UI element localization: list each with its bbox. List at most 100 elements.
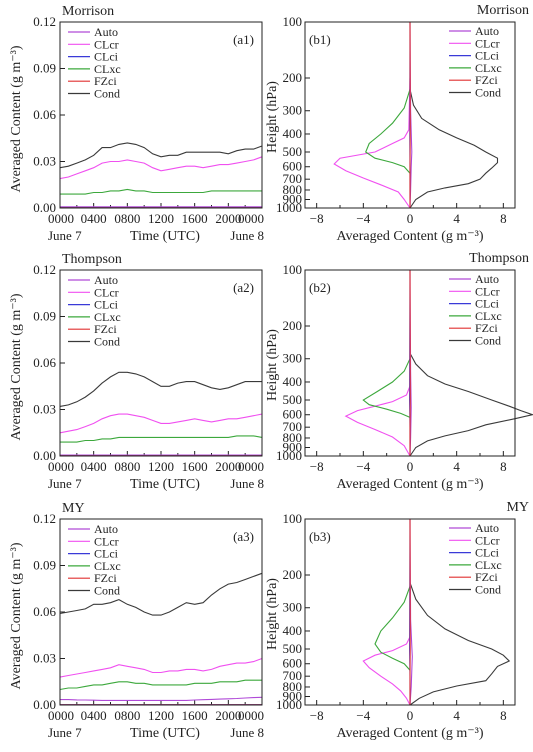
x-tick-label: 0000 <box>48 459 74 474</box>
panel-label: (b3) <box>309 529 331 544</box>
date-label-end: June 8 <box>230 228 264 243</box>
x-tick-label: 2000 <box>215 459 241 474</box>
x-tick-label: −4 <box>356 708 370 723</box>
y-tick-label: 900 <box>283 439 303 454</box>
y-tick-label: 800 <box>283 182 303 197</box>
panel-label: (a2) <box>233 280 254 295</box>
y-tick-label: 800 <box>283 430 303 445</box>
x-axis-label: Averaged Content (g m⁻³) <box>336 229 483 244</box>
date-label-end: June 8 <box>230 476 264 491</box>
legend-label-clxc: CLxc <box>94 310 121 324</box>
legend-label-clxc: CLxc <box>475 558 502 572</box>
y-tick-label: 100 <box>283 262 303 277</box>
legend-label-clxc: CLxc <box>475 309 502 323</box>
x-tick-label: −4 <box>356 211 370 226</box>
y-tick-label: 400 <box>283 126 303 141</box>
panel-a1: 0.00 0.03 0.06 0.09 0.12 0000 0400 0800 1200 1600… <box>9 4 264 244</box>
x-tick-label: 4 <box>453 459 460 474</box>
x-tick-label: 0000 <box>238 708 264 723</box>
series-line-clcr <box>59 413 263 434</box>
y-axis-label: Averaged Content (g m⁻³) <box>9 542 24 689</box>
panel-a2: 0.00 0.03 0.06 0.09 0.12 0000 0400 0800 1200 1600… <box>9 252 264 492</box>
y-axis-label: Averaged Content (g m⁻³) <box>9 45 24 192</box>
legend-label-clci: CLci <box>475 49 500 63</box>
x-axis-label: Time (UTC) <box>130 229 200 244</box>
panel-label: (a1) <box>233 32 254 47</box>
x-tick-label: 1600 <box>182 459 208 474</box>
plot-frame <box>59 269 263 457</box>
legend-label-fzci: FZci <box>94 74 117 88</box>
x-tick-label: −8 <box>310 708 324 723</box>
legend-label-clci: CLci <box>94 547 119 561</box>
y-tick-label: 700 <box>283 171 303 186</box>
y-tick-label: 700 <box>283 419 303 434</box>
x-tick-label: 2000 <box>215 211 241 226</box>
series-line-clxc <box>60 435 263 443</box>
y-tick-label: 0.12 <box>33 511 56 526</box>
y-tick-label: 400 <box>283 623 303 638</box>
legend-label-clcr: CLcr <box>94 534 119 548</box>
legend-label-fzci: FZci <box>475 321 498 335</box>
y-tick-label: 0.06 <box>33 355 56 370</box>
panel-title: Morrison <box>477 3 529 18</box>
legend-label-auto: Auto <box>475 272 499 286</box>
plot-frame <box>304 518 516 706</box>
x-tick-label: 0000 <box>48 708 74 723</box>
series-line-clxc <box>374 586 411 671</box>
x-tick-label: 0400 <box>81 459 107 474</box>
x-tick-label: 8 <box>500 708 507 723</box>
legend-label-fzci: FZci <box>94 571 117 585</box>
series-line-clcr <box>362 636 411 706</box>
series-line-clcr <box>59 156 263 180</box>
y-axis-label: Averaged Content (g m⁻³) <box>9 293 24 440</box>
legend-label-fzci: FZci <box>475 570 498 584</box>
x-tick-label: −8 <box>310 459 324 474</box>
y-tick-label: 0.03 <box>33 651 56 666</box>
legend-label-clcr: CLcr <box>94 37 119 51</box>
x-tick-label: 0000 <box>48 211 74 226</box>
series-line-cond <box>59 572 263 616</box>
x-tick-label: 0800 <box>114 211 140 226</box>
y-tick-label: 300 <box>283 600 303 615</box>
y-tick-label: 0.12 <box>33 262 56 277</box>
y-axis-label: Height (hPa) <box>265 578 280 650</box>
series-line-cond <box>59 371 262 407</box>
x-tick-label: 0000 <box>238 211 264 226</box>
panel-label: (b1) <box>309 32 331 47</box>
y-tick-label: 0.03 <box>33 402 56 417</box>
y-tick-label: 200 <box>283 318 303 333</box>
date-label-start: June 7 <box>48 228 82 243</box>
legend-label-clcr: CLcr <box>475 284 500 298</box>
y-tick-label: 900 <box>283 191 303 206</box>
legend-label-cond: Cond <box>94 335 120 349</box>
date-label-end: June 8 <box>230 725 264 740</box>
legend-label-clci: CLci <box>94 298 119 312</box>
y-tick-label: 0.06 <box>33 604 56 619</box>
y-tick-label: 400 <box>283 374 303 389</box>
x-tick-label: 0000 <box>238 459 264 474</box>
x-tick-label: 0800 <box>114 708 140 723</box>
x-tick-label: 0400 <box>81 708 107 723</box>
y-tick-label: 200 <box>283 70 303 85</box>
x-tick-label: 8 <box>500 459 507 474</box>
legend-label-auto: Auto <box>94 522 118 536</box>
series-line-auto <box>60 696 263 701</box>
legend-label-clci: CLci <box>475 297 500 311</box>
x-tick-label: 1200 <box>148 459 174 474</box>
x-axis-label: Time (UTC) <box>130 477 200 492</box>
panel-title: Thompson <box>62 252 122 267</box>
plot-frame <box>59 21 263 209</box>
y-tick-label: 1000 <box>276 697 302 712</box>
y-tick-label: 0.09 <box>33 61 56 76</box>
plot-frame <box>304 21 516 209</box>
series-line-clxc <box>365 89 411 174</box>
x-tick-label: 0 <box>407 708 414 723</box>
legend-label-cond: Cond <box>475 583 501 597</box>
legend-label-clci: CLci <box>475 546 500 560</box>
y-tick-label: 1000 <box>276 448 302 463</box>
panel-title: MY <box>62 501 85 516</box>
y-axis-label: Height (hPa) <box>265 81 280 153</box>
